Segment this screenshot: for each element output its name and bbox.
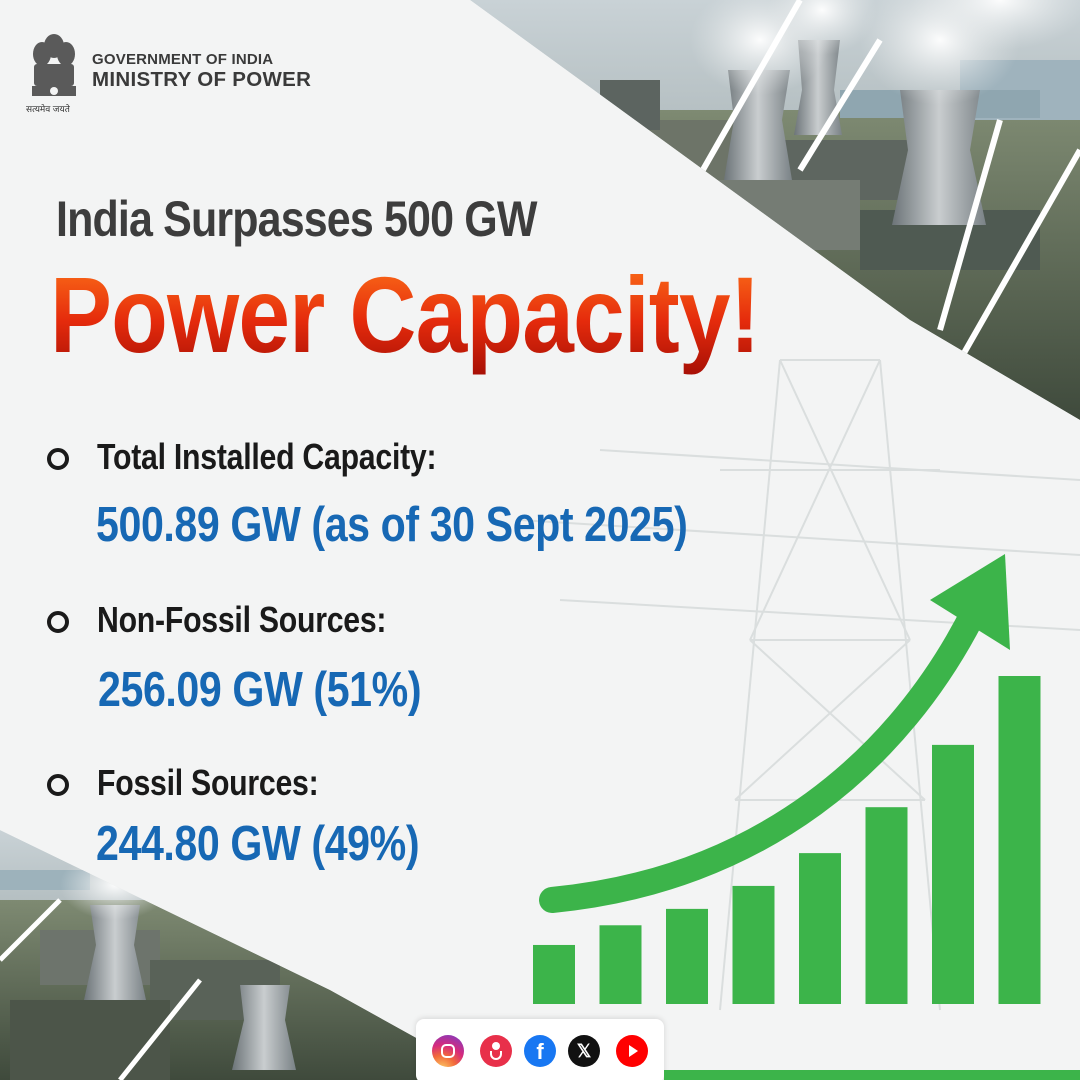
- growth-arrow-head: [930, 554, 1010, 650]
- fossil-value: 244.80 GW (49%): [96, 817, 420, 871]
- instagram-icon[interactable]: [432, 1035, 464, 1067]
- growth-bar: [533, 944, 575, 1004]
- facebook-icon[interactable]: f: [524, 1035, 556, 1067]
- national-motto: सत्यमेव जयते: [26, 104, 70, 114]
- fossil-label: Fossil Sources:: [97, 762, 319, 803]
- headline-line-1: India Surpasses 500 GW: [56, 191, 537, 247]
- koo-icon[interactable]: [480, 1035, 512, 1067]
- government-label: GOVERNMENT OF INDIA: [92, 51, 274, 68]
- growth-bar: [865, 807, 908, 1004]
- youtube-icon[interactable]: [616, 1035, 648, 1067]
- growth-bar: [932, 744, 974, 1004]
- growth-bar: [799, 853, 841, 1004]
- bullet-circle-icon: [47, 611, 69, 633]
- national-emblem-icon: [32, 34, 76, 96]
- ministry-label: MINISTRY OF POWER: [92, 68, 312, 91]
- total-capacity-label: Total Installed Capacity:: [97, 436, 437, 477]
- growth-bar: [599, 925, 642, 1004]
- non-fossil-label: Non-Fossil Sources:: [97, 599, 387, 640]
- bottom-green-strip: [664, 1070, 1080, 1080]
- growth-bar: [998, 676, 1041, 1004]
- x-icon[interactable]: 𝕏: [568, 1035, 600, 1067]
- social-media-bar: f 𝕏: [416, 1019, 664, 1080]
- non-fossil-value: 256.09 GW (51%): [98, 663, 422, 717]
- total-capacity-value: 500.89 GW (as of 30 Sept 2025): [96, 498, 688, 552]
- growth-bar: [732, 885, 775, 1004]
- growth-arrow-shaft: [539, 597, 988, 913]
- bullet-circle-icon: [47, 774, 69, 796]
- headline-line-2: Power Capacity!: [50, 254, 761, 375]
- growth-bar: [666, 908, 708, 1004]
- bullet-circle-icon: [47, 448, 69, 470]
